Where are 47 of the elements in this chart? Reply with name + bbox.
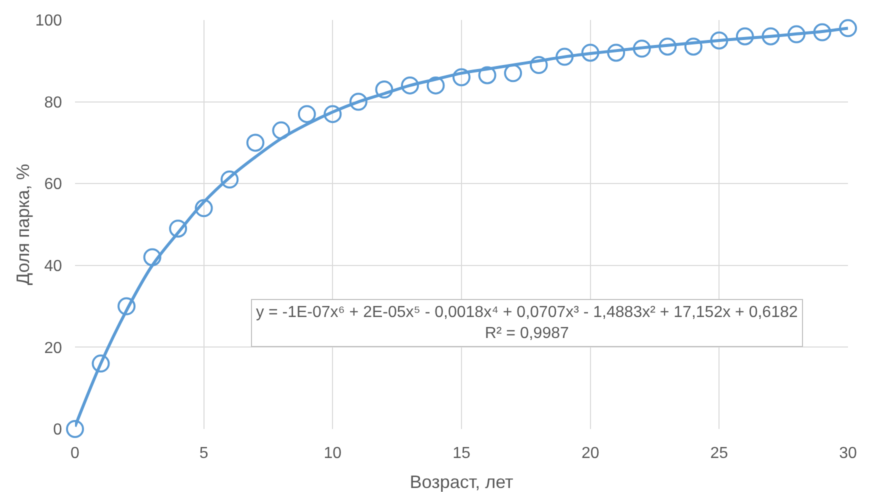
y-tick-label: 60 [44,176,62,194]
point [530,56,548,74]
x-tick-label: 0 [70,445,80,462]
x-tick-label: 5 [199,445,208,462]
point [246,134,264,152]
point [400,76,419,94]
y-tick-label: 0 [53,422,62,439]
point [607,44,626,62]
point [556,48,574,66]
point [426,76,445,94]
point [66,420,84,438]
point [658,38,677,56]
x-tick-label: 15 [452,445,470,462]
point [298,105,316,124]
x-tick-label: 10 [324,445,342,462]
point [375,80,394,99]
annotation: y = -1E-07x⁶ + 2E-05x⁵ - 0,0018x⁴ + 0,0707x³ - 1,4883x² + 17,152x + 0,6182 R² = 0,9987 [256,304,798,342]
point [478,66,496,84]
point [504,64,522,82]
x-tick-label: 30 [839,445,857,462]
point [632,40,651,58]
point [169,220,188,238]
point [581,44,600,62]
point [92,354,110,373]
point [194,199,213,218]
point [324,105,342,124]
point [839,19,857,38]
x-axis-title: Возраст, лет [410,472,514,492]
point [787,25,806,44]
point [736,27,754,46]
point [118,297,136,316]
point [452,68,470,86]
y-tick-label: 100 [35,12,62,30]
point [143,248,162,266]
point [220,170,239,189]
x-tick-label: 25 [710,445,728,462]
y-tick-label: 80 [44,94,62,112]
point [684,38,702,56]
y-tick-label: 20 [44,340,62,357]
x-tick-label: 20 [581,445,600,462]
point [710,31,728,50]
point [349,92,368,111]
point [762,27,780,46]
point [813,23,832,42]
point [272,121,290,140]
y-axis-title: Доля парка, % [13,164,33,286]
y-tick-label: 40 [44,258,62,275]
